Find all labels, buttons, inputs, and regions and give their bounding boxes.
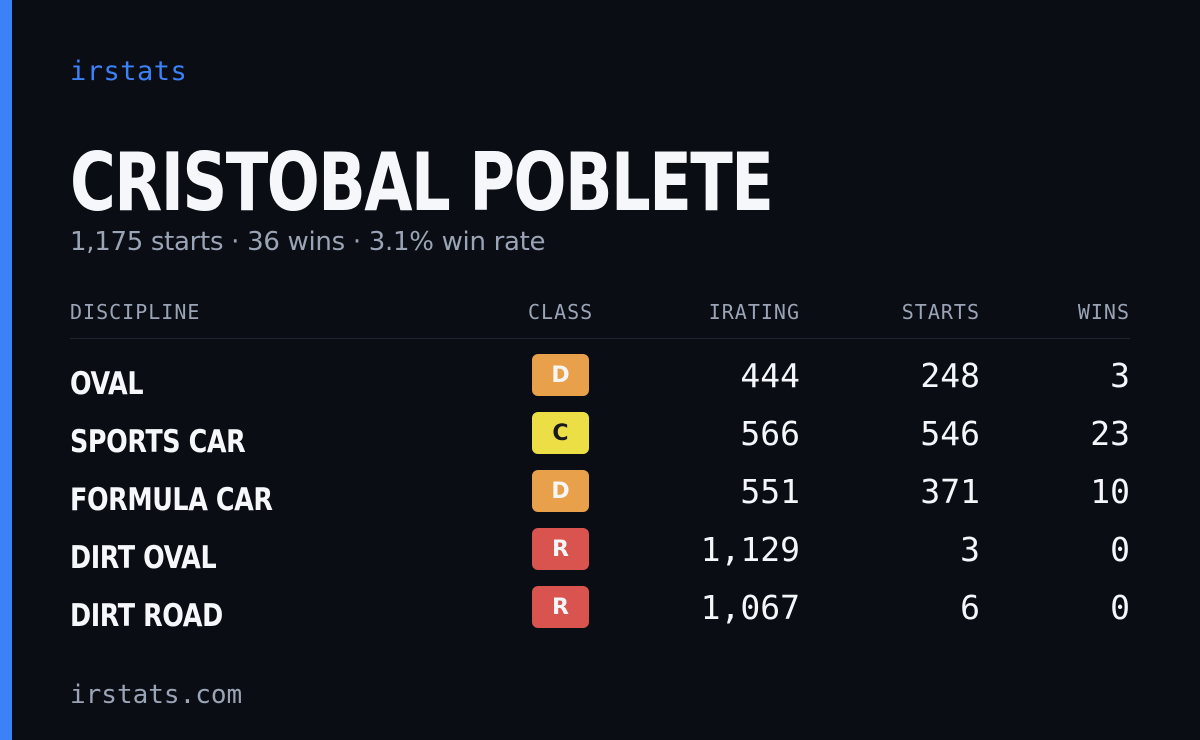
wins-value: 0 xyxy=(1110,530,1130,569)
class-badge: R xyxy=(532,528,589,570)
table-row: SPORTS CAR C 566 546 23 xyxy=(70,408,1130,466)
brand-logo[interactable]: irstats xyxy=(70,56,188,87)
irating-value: 444 xyxy=(740,356,800,395)
table-row: OVAL D 444 248 3 xyxy=(70,350,1130,408)
discipline-name: DIRT OVAL xyxy=(70,540,217,576)
page-title: CRISTOBAL POBLETE xyxy=(70,136,774,229)
stats-table: OVAL D 444 248 3 SPORTS CAR C 566 546 23… xyxy=(70,350,1130,640)
wins-value: 0 xyxy=(1110,588,1130,627)
column-header-wins: WINS xyxy=(1077,300,1130,324)
accent-bar xyxy=(0,0,12,740)
column-header-discipline: DISCIPLINE xyxy=(70,300,201,324)
irating-value: 1,129 xyxy=(700,530,800,569)
discipline-name: DIRT ROAD xyxy=(70,598,223,634)
class-badge: C xyxy=(532,412,589,454)
column-header-starts: STARTS xyxy=(901,300,980,324)
table-row: DIRT OVAL R 1,129 3 0 xyxy=(70,524,1130,582)
column-header-irating: IRATING xyxy=(708,300,800,324)
starts-value: 3 xyxy=(960,530,980,569)
irating-value: 551 xyxy=(740,472,800,511)
column-header-class: CLASS xyxy=(528,300,594,324)
wins-value: 10 xyxy=(1090,472,1130,511)
class-badge: D xyxy=(532,470,589,512)
table-row: FORMULA CAR D 551 371 10 xyxy=(70,466,1130,524)
discipline-name: FORMULA CAR xyxy=(70,482,273,518)
class-badge: D xyxy=(532,354,589,396)
footer-link[interactable]: irstats.com xyxy=(70,680,243,710)
starts-value: 546 xyxy=(920,414,980,453)
starts-value: 371 xyxy=(920,472,980,511)
class-badge: R xyxy=(532,586,589,628)
wins-value: 3 xyxy=(1110,356,1130,395)
table-row: DIRT ROAD R 1,067 6 0 xyxy=(70,582,1130,640)
discipline-name: SPORTS CAR xyxy=(70,424,246,460)
irating-value: 1,067 xyxy=(700,588,800,627)
discipline-name: OVAL xyxy=(70,366,144,402)
wins-value: 23 xyxy=(1090,414,1130,453)
irating-value: 566 xyxy=(740,414,800,453)
driver-summary: 1,175 starts · 36 wins · 3.1% win rate xyxy=(70,227,546,257)
starts-value: 248 xyxy=(920,356,980,395)
table-header: DISCIPLINE CLASS IRATING STARTS WINS xyxy=(70,300,1130,339)
starts-value: 6 xyxy=(960,588,980,627)
